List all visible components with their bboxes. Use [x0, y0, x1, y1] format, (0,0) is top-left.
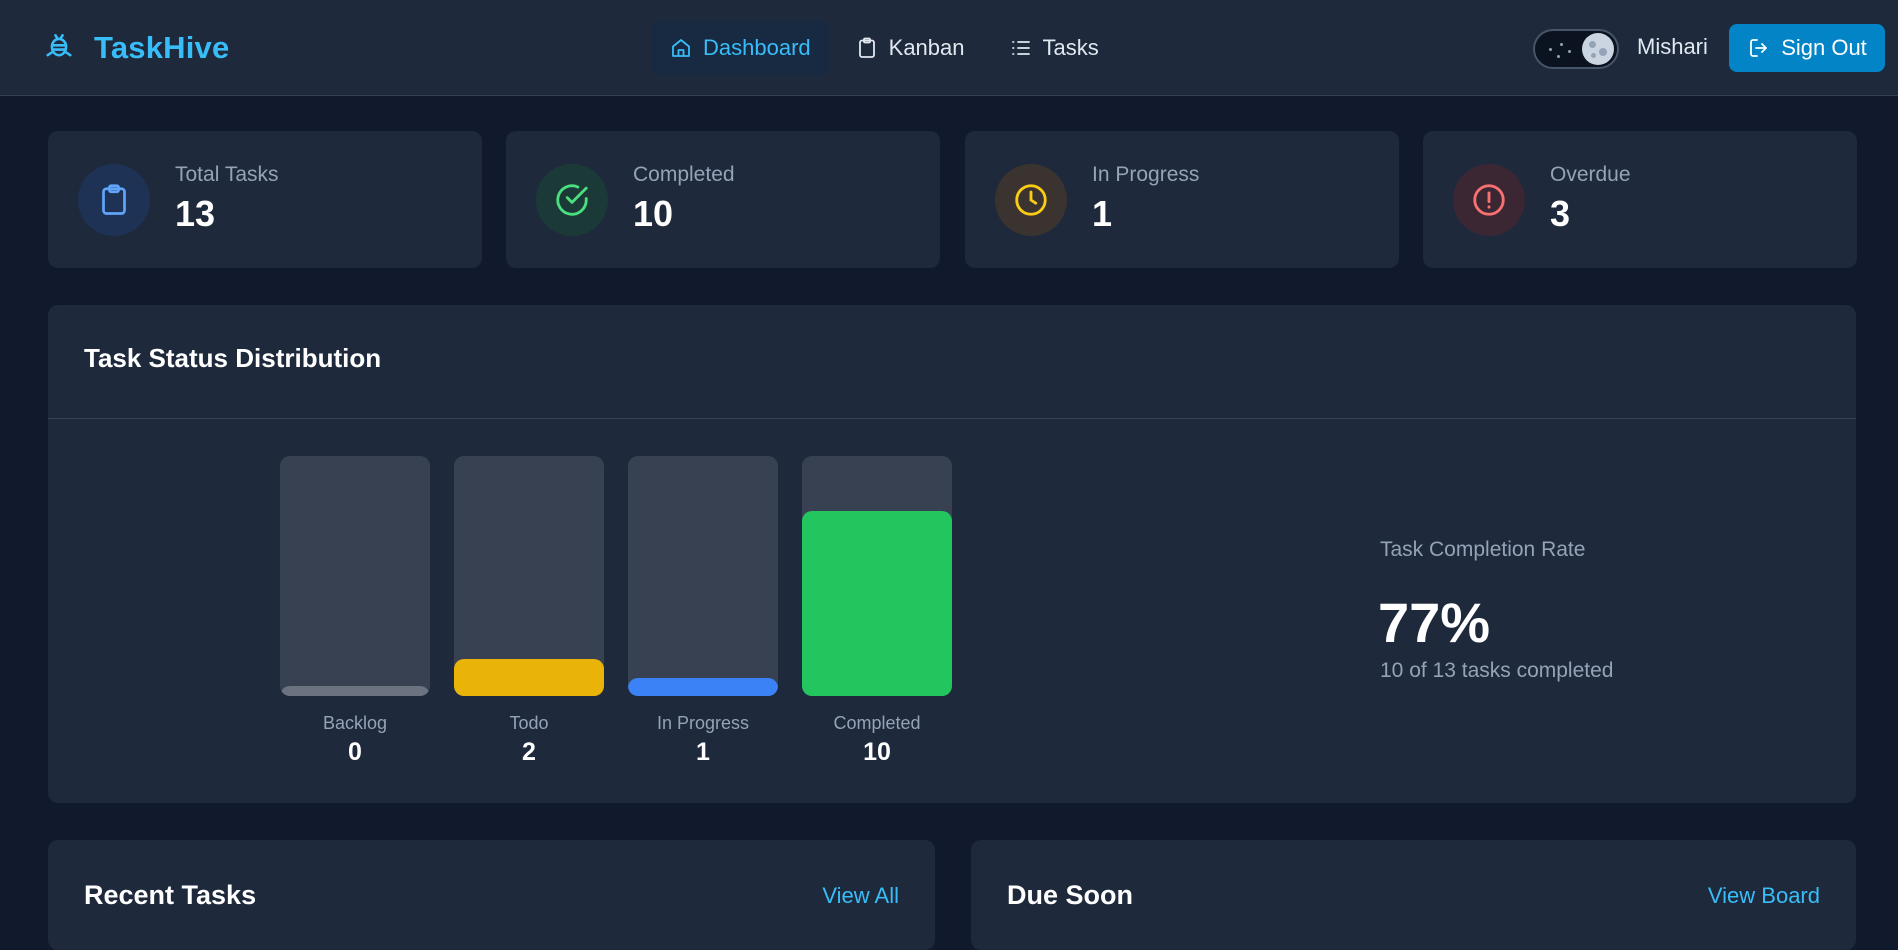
- top-navbar: TaskHive Dashboard Kanban Tasks: [0, 0, 1898, 96]
- bar-count: 0: [348, 738, 362, 766]
- status-distribution-card: Task Status Distribution Backlog 0 Todo …: [48, 305, 1856, 803]
- bar-label: Todo: [509, 713, 549, 733]
- stat-label: Completed: [633, 163, 735, 186]
- theme-toggle[interactable]: [1533, 29, 1619, 69]
- stat-card-in-progress: In Progress 1: [965, 131, 1399, 268]
- bar-count: 10: [863, 738, 891, 766]
- completion-rate-value: 77%: [1378, 591, 1491, 654]
- bar-count: 1: [696, 738, 710, 766]
- bee-logo-icon: [42, 29, 76, 68]
- stat-card-completed: Completed 10: [506, 131, 940, 268]
- home-icon: [672, 39, 690, 57]
- stat-label: Total Tasks: [175, 163, 279, 186]
- clipboard-icon: [858, 37, 875, 58]
- bar-track: [802, 456, 952, 696]
- moon-icon: [1582, 33, 1614, 65]
- logout-icon: [1750, 39, 1768, 57]
- nav-dashboard-label: Dashboard: [703, 35, 811, 60]
- stat-value: 13: [175, 193, 216, 234]
- clock-icon: [1015, 184, 1047, 216]
- sign-out-button[interactable]: Sign Out: [1729, 24, 1885, 72]
- view-board-link[interactable]: View Board: [1707, 883, 1820, 908]
- nav-kanban[interactable]: Kanban: [837, 21, 983, 75]
- bar-track: [454, 456, 604, 696]
- bar-fill: [802, 511, 952, 696]
- card-title: Task Status Distribution: [84, 343, 382, 373]
- bar-count: 2: [522, 738, 536, 766]
- stat-value: 3: [1550, 193, 1571, 234]
- stat-label: In Progress: [1092, 163, 1200, 186]
- bar-fill: [280, 686, 430, 696]
- bar-track: [280, 456, 430, 696]
- card-title: Recent Tasks: [84, 880, 257, 910]
- check-circle-icon: [556, 184, 588, 216]
- clipboard-icon: [102, 184, 126, 215]
- completion-rate-subtext: 10 of 13 tasks completed: [1380, 659, 1614, 682]
- stat-value: 1: [1092, 193, 1113, 234]
- brand-name: TaskHive: [94, 30, 230, 65]
- stat-value: 10: [633, 193, 674, 234]
- divider: [48, 418, 1856, 419]
- view-all-link[interactable]: View All: [822, 883, 899, 908]
- stat-icon-wrap: [536, 164, 608, 236]
- stat-card-overdue: Overdue 3: [1423, 131, 1857, 268]
- brand[interactable]: TaskHive: [42, 28, 229, 68]
- bar-track: [628, 456, 778, 696]
- stat-card-total: Total Tasks 13: [48, 131, 482, 268]
- user-name: Mishari: [1637, 34, 1708, 59]
- bar-label: In Progress: [656, 713, 750, 733]
- sign-out-label: Sign Out: [1781, 35, 1867, 60]
- completion-rate-label: Task Completion Rate: [1380, 538, 1586, 561]
- main-nav: Dashboard Kanban Tasks: [651, 21, 1117, 75]
- bar-label: Backlog: [322, 713, 388, 733]
- due-soon-card: Due Soon View Board: [971, 840, 1856, 950]
- bar-fill: [628, 678, 778, 696]
- stat-icon-wrap: [1453, 164, 1525, 236]
- alert-circle-icon: [1473, 184, 1505, 216]
- nav-dashboard[interactable]: Dashboard: [651, 21, 829, 75]
- nav-tasks[interactable]: Tasks: [991, 21, 1117, 75]
- bar-fill: [454, 659, 604, 696]
- recent-tasks-card: Recent Tasks View All: [48, 840, 935, 950]
- stat-icon-wrap: [995, 164, 1067, 236]
- stat-icon-wrap: [78, 164, 150, 236]
- card-title: Due Soon: [1007, 880, 1133, 910]
- list-icon: [1011, 41, 1030, 55]
- nav-kanban-label: Kanban: [888, 35, 965, 60]
- stat-label: Overdue: [1550, 163, 1631, 186]
- bar-label: Completed: [833, 713, 921, 733]
- nav-tasks-label: Tasks: [1042, 35, 1099, 60]
